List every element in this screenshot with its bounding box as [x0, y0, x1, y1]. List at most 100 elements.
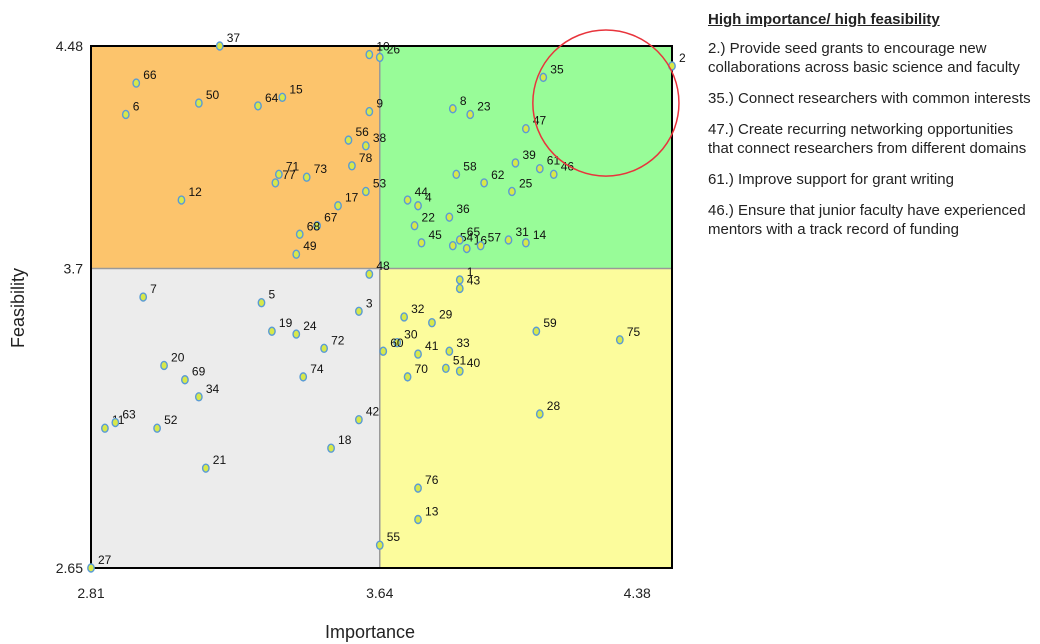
point-label-53: 53 [373, 176, 387, 190]
priority-panel: High importance/ high feasibility 2.) Pr… [708, 10, 1038, 251]
point-label-9: 9 [376, 97, 383, 111]
data-point-4 [414, 201, 422, 211]
point-label-27: 27 [98, 553, 112, 567]
point-label-35: 35 [550, 62, 564, 76]
point-label-70: 70 [415, 362, 429, 376]
data-point-15 [278, 92, 287, 103]
data-point-16 [462, 243, 471, 254]
x-tick-label: 2.81 [77, 585, 104, 601]
data-point-10 [365, 49, 374, 60]
data-point-55 [375, 540, 384, 550]
data-point-39 [511, 158, 520, 168]
data-point-6 [121, 109, 130, 120]
data-point-58 [452, 169, 461, 180]
point-label-69: 69 [192, 365, 206, 379]
data-point-13 [414, 514, 422, 525]
data-point-71 [274, 169, 283, 180]
quadrant-high-importance-low-feasibility [379, 268, 672, 568]
point-label-67: 67 [324, 211, 338, 225]
point-label-30: 30 [404, 328, 418, 342]
point-label-44: 44 [415, 185, 429, 199]
x-axis-title: Importance [325, 622, 415, 642]
quadrant-low-importance-low-feasibility [91, 268, 380, 568]
data-point-9 [365, 106, 374, 117]
point-label-51: 51 [453, 353, 467, 367]
point-label-7: 7 [150, 282, 157, 296]
panel-item: 47.) Create recurring networking opportu… [708, 121, 1027, 157]
panel-item: 2.) Provide seed grants to encourage new… [708, 40, 1020, 76]
data-point-75 [615, 335, 624, 345]
data-point-11 [101, 423, 109, 433]
point-label-65: 65 [467, 225, 481, 239]
data-point-20 [160, 360, 168, 371]
data-point-54 [448, 240, 457, 251]
data-point-7 [139, 292, 148, 302]
x-tick-label: 4.38 [624, 585, 651, 601]
point-label-10: 10 [376, 40, 390, 54]
panel-item: 46.) Ensure that junior faculty have exp… [708, 202, 1026, 238]
point-label-50: 50 [206, 88, 220, 102]
point-label-3: 3 [366, 296, 373, 310]
data-point-62 [480, 178, 489, 188]
data-point-5 [257, 298, 266, 308]
point-label-18: 18 [338, 433, 352, 447]
point-label-40: 40 [467, 356, 481, 370]
data-point-63 [111, 417, 120, 428]
point-label-73: 73 [314, 162, 328, 176]
point-label-15: 15 [289, 82, 303, 96]
data-point-59 [532, 326, 541, 336]
point-label-6: 6 [133, 99, 140, 113]
point-label-74: 74 [310, 362, 324, 376]
point-label-21: 21 [213, 453, 227, 467]
data-point-3 [354, 306, 363, 316]
point-label-78: 78 [359, 151, 373, 165]
panel-heading: High importance/ high feasibility [708, 11, 940, 28]
data-point-37 [215, 41, 224, 51]
data-point-28 [535, 409, 544, 419]
point-label-55: 55 [387, 530, 401, 544]
data-point-48 [365, 269, 374, 279]
data-point-45 [417, 238, 426, 248]
data-point-44 [403, 195, 412, 205]
data-point-68 [295, 229, 304, 239]
data-point-29 [428, 317, 436, 328]
point-label-8: 8 [460, 94, 467, 108]
data-point-67 [313, 221, 322, 231]
data-point-25 [508, 186, 516, 197]
point-label-34: 34 [206, 382, 220, 396]
data-point-26 [375, 52, 384, 63]
point-label-58: 58 [463, 159, 477, 173]
point-label-48: 48 [376, 259, 390, 273]
data-point-27 [87, 563, 95, 573]
plot-frame [90, 45, 673, 569]
point-label-57: 57 [488, 231, 502, 245]
point-label-72: 72 [331, 333, 345, 347]
highlight-circle [532, 29, 680, 177]
point-label-61: 61 [547, 154, 561, 168]
point-label-66: 66 [143, 68, 157, 82]
point-label-28: 28 [547, 399, 561, 413]
data-point-53 [361, 186, 370, 197]
point-label-26: 26 [387, 42, 401, 56]
point-label-23: 23 [477, 99, 491, 113]
point-label-52: 52 [164, 413, 178, 427]
point-label-31: 31 [515, 225, 529, 239]
point-label-38: 38 [373, 131, 387, 145]
data-point-47 [521, 124, 530, 134]
data-point-56 [344, 135, 353, 145]
y-tick-label: 4.48 [56, 38, 83, 54]
data-point-19 [268, 326, 276, 336]
point-label-42: 42 [366, 405, 380, 419]
axis-ticks: 2.81 3.64 4.38 4.48 3.7 2.65 [56, 38, 651, 601]
x-tick-label: 3.64 [366, 585, 393, 601]
data-point-64 [254, 101, 262, 111]
point-label-32: 32 [411, 302, 425, 316]
data-point-74 [299, 372, 308, 382]
point-label-49: 49 [303, 239, 317, 253]
data-point-22 [410, 221, 419, 231]
data-point-34 [194, 392, 203, 402]
point-label-56: 56 [355, 125, 369, 139]
data-point-78 [348, 161, 356, 171]
